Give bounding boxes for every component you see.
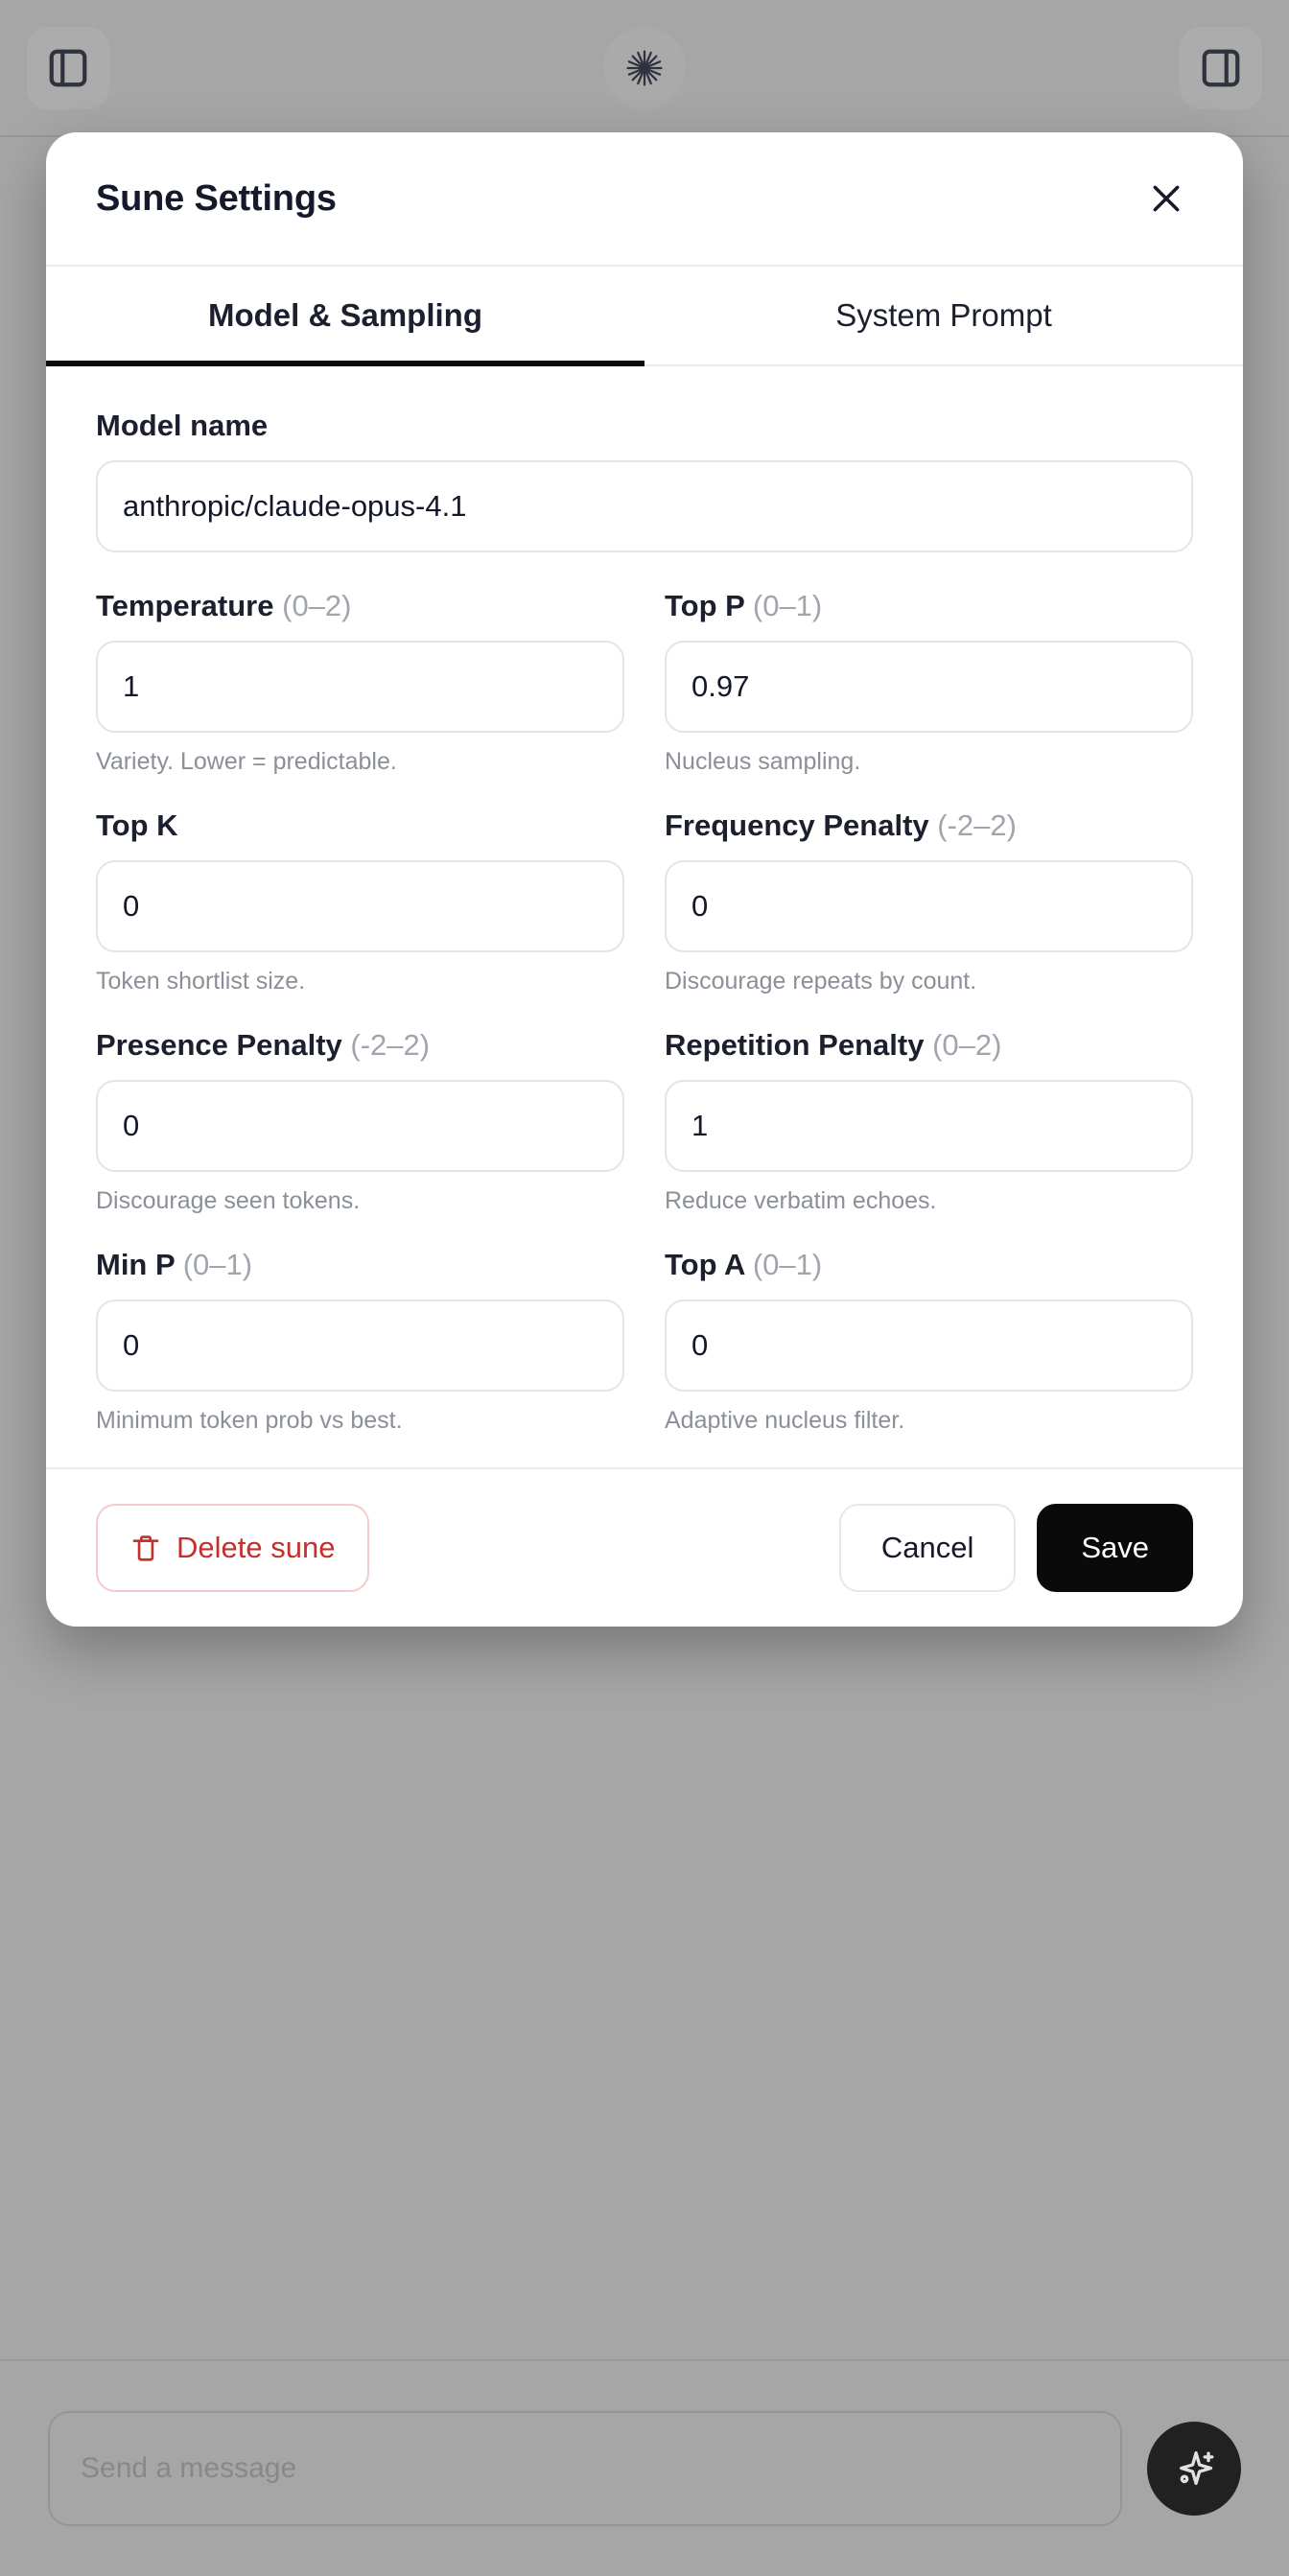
min-p-input[interactable] — [96, 1300, 624, 1392]
temperature-label: Temperature (0–2) — [96, 589, 624, 623]
save-button[interactable]: Save — [1037, 1504, 1193, 1592]
top-a-input[interactable] — [665, 1300, 1193, 1392]
frequency-penalty-input[interactable] — [665, 860, 1193, 952]
label-range: (0–2) — [282, 589, 352, 622]
dialog-footer: Delete sune Cancel Save — [46, 1467, 1243, 1627]
label-text: Presence Penalty — [96, 1028, 342, 1062]
label-text: Repetition Penalty — [665, 1028, 925, 1062]
label-range: (0–1) — [752, 589, 823, 622]
cancel-label: Cancel — [880, 1531, 974, 1564]
save-label: Save — [1081, 1531, 1149, 1564]
label-text: Top K — [96, 808, 178, 842]
model-name-field-group: Model name — [96, 409, 1193, 552]
label-text: Temperature — [96, 589, 274, 622]
close-icon — [1153, 185, 1180, 212]
top-p-label: Top P (0–1) — [665, 589, 1193, 623]
presence-penalty-hint: Discourage seen tokens. — [96, 1187, 361, 1214]
delete-sune-button[interactable]: Delete sune — [96, 1504, 370, 1592]
sparkles-icon — [1180, 2451, 1214, 2486]
presence-penalty-input[interactable] — [96, 1080, 624, 1172]
min-p-label: Min P (0–1) — [96, 1248, 624, 1282]
label-text: Top A — [665, 1248, 745, 1281]
frequency-penalty-hint: Discourage repeats by count. — [665, 968, 977, 995]
dialog-body: Model name Temperature (0–2) Variety. Lo… — [46, 366, 1243, 1467]
top-p-hint: Nucleus sampling. — [665, 748, 861, 775]
field-group-top-k: Top K Token shortlist size. — [96, 808, 624, 995]
field-group-top-a: Top A (0–1) Adaptive nucleus filter. — [665, 1248, 1193, 1435]
field-group-min-p: Min P (0–1) Minimum token prob vs best. — [96, 1248, 624, 1435]
presence-penalty-label: Presence Penalty (-2–2) — [96, 1028, 624, 1063]
label-text: Top P — [665, 589, 745, 622]
message-input[interactable] — [48, 2411, 1122, 2526]
dialog-header: Sune Settings — [46, 132, 1243, 267]
footer-actions: Cancel Save — [838, 1504, 1193, 1592]
temperature-input[interactable] — [96, 641, 624, 733]
close-dialog-button[interactable] — [1137, 170, 1195, 227]
repetition-penalty-input[interactable] — [665, 1080, 1193, 1172]
tab-model-and-sampling[interactable]: Model & Sampling — [46, 267, 644, 366]
label-text: Frequency Penalty — [665, 808, 929, 842]
field-group-frequency-penalty: Frequency Penalty (-2–2) Discourage repe… — [665, 808, 1193, 995]
message-composer — [0, 2359, 1289, 2576]
field-group-top-p: Top P (0–1) Nucleus sampling. — [665, 589, 1193, 776]
starburst-logo-icon — [626, 49, 663, 86]
tab-system-prompt[interactable]: System Prompt — [644, 267, 1243, 364]
temperature-hint: Variety. Lower = predictable. — [96, 748, 397, 775]
cancel-button[interactable]: Cancel — [838, 1504, 1017, 1592]
frequency-penalty-label: Frequency Penalty (-2–2) — [665, 808, 1193, 843]
left-panel-toggle-icon — [49, 49, 87, 86]
delete-sune-label: Delete sune — [176, 1531, 336, 1564]
starburst-logo-button[interactable] — [603, 26, 686, 109]
repetition-penalty-label: Repetition Penalty (0–2) — [665, 1028, 1193, 1063]
trash-icon — [132, 1535, 159, 1561]
left-panel-toggle-button[interactable] — [27, 26, 109, 109]
right-panel-toggle-icon — [1202, 49, 1240, 86]
tab-label: Model & Sampling — [207, 297, 482, 333]
dialog-tabs: Model & Sampling System Prompt — [46, 267, 1243, 366]
sampling-parameters-grid: Temperature (0–2) Variety. Lower = predi… — [96, 589, 1193, 1435]
right-panel-toggle-button[interactable] — [1180, 26, 1262, 109]
field-group-presence-penalty: Presence Penalty (-2–2) Discourage seen … — [96, 1028, 624, 1215]
field-group-repetition-penalty: Repetition Penalty (0–2) Reduce verbatim… — [665, 1028, 1193, 1215]
model-name-input[interactable] — [96, 460, 1193, 552]
min-p-hint: Minimum token prob vs best. — [96, 1407, 403, 1434]
top-k-hint: Token shortlist size. — [96, 968, 306, 995]
page-title: Sune Settings — [96, 177, 337, 219]
label-range: (0–1) — [182, 1248, 253, 1281]
top-a-hint: Adaptive nucleus filter. — [665, 1407, 905, 1434]
label-range: (0–2) — [932, 1028, 1002, 1062]
label-text: Min P — [96, 1248, 176, 1281]
repetition-penalty-hint: Reduce verbatim echoes. — [665, 1187, 937, 1214]
field-group-temperature: Temperature (0–2) Variety. Lower = predi… — [96, 589, 624, 776]
label-range: (0–1) — [752, 1248, 823, 1281]
tab-label: System Prompt — [835, 297, 1052, 333]
send-message-button[interactable] — [1147, 2422, 1241, 2516]
top-k-input[interactable] — [96, 860, 624, 952]
top-a-label: Top A (0–1) — [665, 1248, 1193, 1282]
model-name-label: Model name — [96, 409, 269, 442]
top-p-input[interactable] — [665, 641, 1193, 733]
label-range: (-2–2) — [937, 808, 1017, 842]
sune-settings-dialog: Sune Settings Model & Sampling System Pr… — [46, 132, 1243, 1627]
label-range: (-2–2) — [350, 1028, 431, 1062]
top-k-label: Top K — [96, 808, 624, 843]
